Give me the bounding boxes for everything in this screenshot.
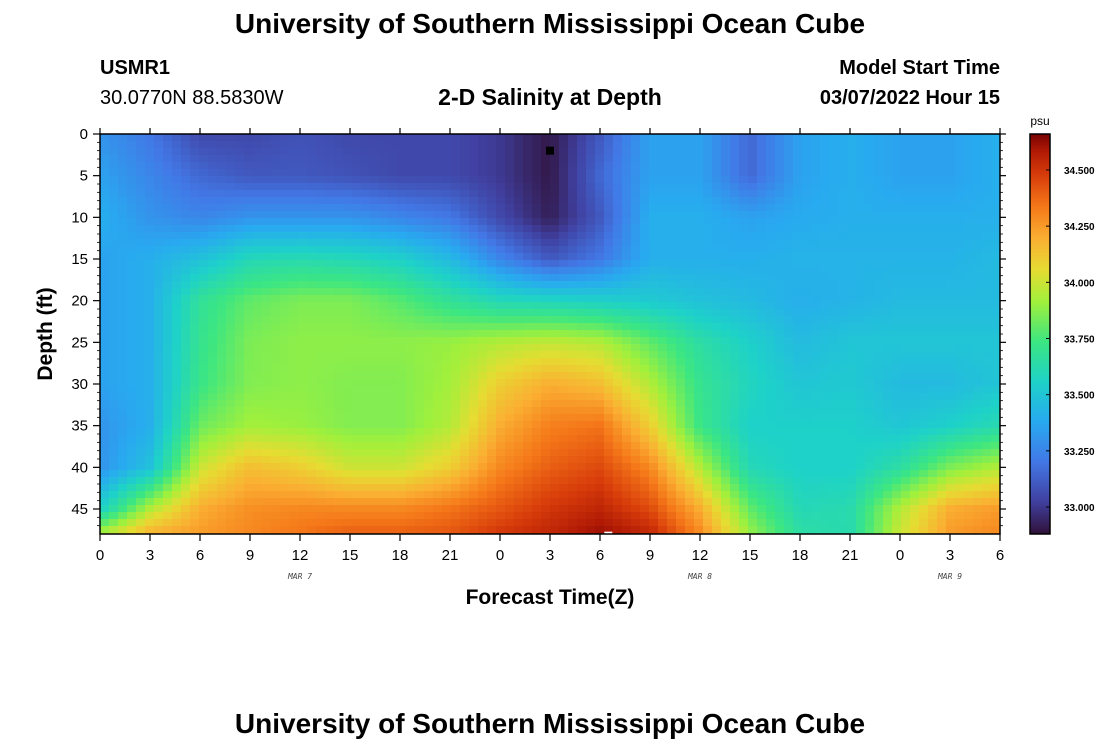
model-start-label: Model Start Time xyxy=(839,57,1000,79)
y-tick-label: 35 xyxy=(71,418,88,435)
colorbar-tick-label: 34.000 xyxy=(1064,278,1095,289)
x-tick-label: 6 xyxy=(596,547,604,564)
colorbar-tick-label: 34.250 xyxy=(1064,222,1095,233)
x-date-label: MAR 7 xyxy=(287,572,312,581)
x-tick-label: 0 xyxy=(96,547,104,564)
y-axis-title: Depth (ft) xyxy=(34,287,57,380)
x-tick-label: 6 xyxy=(996,547,1004,564)
colorbar-tick-label: 33.750 xyxy=(1064,334,1095,345)
x-tick-label: 18 xyxy=(392,547,409,564)
model-start-time: 03/07/2022 Hour 15 xyxy=(819,87,1000,109)
x-date-label: MAR 9 xyxy=(937,572,962,581)
colorbar-frame xyxy=(1029,133,1051,535)
colorbar-tick-label: 33.000 xyxy=(1064,503,1095,514)
y-tick-label: 0 xyxy=(80,126,88,143)
colorbar-unit: psu xyxy=(1030,114,1049,128)
station-id: USMR1 xyxy=(100,57,171,79)
colorbar-tick-label: 33.500 xyxy=(1064,391,1095,402)
page-title: University of Southern Mississippi Ocean… xyxy=(234,8,866,39)
y-tick-label: 15 xyxy=(71,251,88,268)
x-tick-label: 12 xyxy=(692,547,709,564)
x-tick-label: 21 xyxy=(842,547,859,564)
x-tick-label: 0 xyxy=(496,547,504,564)
station-coordinates: 30.0770N 88.5830W xyxy=(100,87,284,109)
y-tick-label: 45 xyxy=(71,501,88,518)
chart-subtitle: 2-D Salinity at Depth xyxy=(438,84,662,110)
x-tick-label: 9 xyxy=(246,547,254,564)
y-tick-label: 25 xyxy=(71,334,88,351)
y-tick-label: 5 xyxy=(80,168,88,185)
colorbar-gradient xyxy=(1030,134,1050,534)
x-tick-label: 21 xyxy=(442,547,459,564)
y-tick-label: 40 xyxy=(71,459,88,476)
marker-black-square xyxy=(546,146,554,155)
x-tick-label: 9 xyxy=(646,547,654,564)
x-tick-label: 18 xyxy=(792,547,809,564)
y-tick-label: 20 xyxy=(71,293,88,310)
colorbar-tick-label: 33.250 xyxy=(1064,447,1095,458)
colorbar-tick-label: 34.500 xyxy=(1064,166,1095,177)
x-tick-label: 3 xyxy=(946,547,954,564)
y-tick-label: 30 xyxy=(71,376,88,393)
x-tick-label: 6 xyxy=(196,547,204,564)
plot-frame xyxy=(99,133,1001,535)
y-tick-label: 10 xyxy=(71,209,88,226)
salinity-heatmap xyxy=(100,134,1000,534)
x-tick-label: 15 xyxy=(742,547,759,564)
x-tick-label: 0 xyxy=(896,547,904,564)
x-tick-label: 3 xyxy=(146,547,154,564)
x-tick-label: 15 xyxy=(342,547,359,564)
x-axis-title: Forecast Time(Z) xyxy=(466,586,635,609)
x-tick-label: 12 xyxy=(292,547,309,564)
x-date-label: MAR 8 xyxy=(687,572,712,581)
footer-title: University of Southern Mississippi Ocean… xyxy=(234,708,866,739)
x-tick-label: 3 xyxy=(546,547,554,564)
